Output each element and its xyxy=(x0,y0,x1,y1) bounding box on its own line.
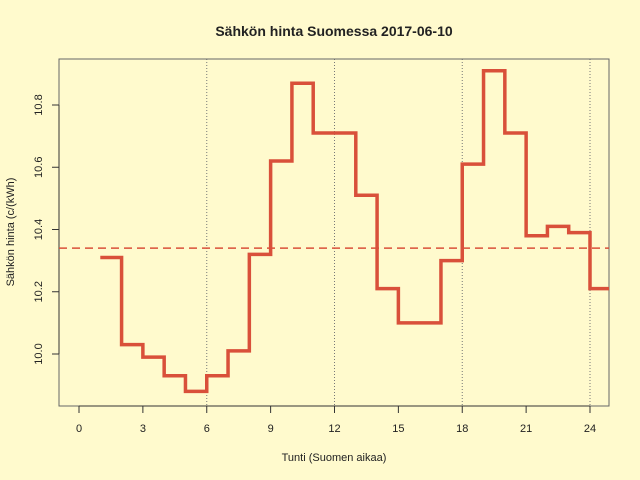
x-axis-label: Tunti (Suomen aikaa) xyxy=(282,452,387,464)
x-tick-label: 24 xyxy=(584,423,596,435)
y-axis: 10.0 10.2 10.4 10.6 10.8 xyxy=(33,94,60,365)
x-tick-label: 0 xyxy=(76,423,82,435)
x-tick-label: 12 xyxy=(328,423,340,435)
x-tick-label: 6 xyxy=(204,423,210,435)
y-tick-label: 10.0 xyxy=(33,343,45,364)
vertical-gridlines xyxy=(206,59,591,406)
x-tick-label: 9 xyxy=(268,423,274,435)
x-tick-label: 21 xyxy=(520,423,532,435)
chart-title: Sähkön hinta Suomessa 2017-06-10 xyxy=(215,23,453,39)
y-tick-label: 10.2 xyxy=(33,281,45,302)
y-axis-label: Sähkön hinta (c/(kWh) xyxy=(5,178,17,287)
x-tick-label: 15 xyxy=(392,423,404,435)
y-tick-label: 10.6 xyxy=(33,157,45,178)
y-tick-label: 10.4 xyxy=(33,219,45,240)
price-step-line xyxy=(100,69,609,394)
x-axis: 0 3 6 9 12 15 18 21 24 xyxy=(76,405,596,435)
x-tick-label: 18 xyxy=(456,423,468,435)
x-tick-label: 3 xyxy=(140,423,146,435)
y-tick-label: 10.8 xyxy=(33,94,45,115)
